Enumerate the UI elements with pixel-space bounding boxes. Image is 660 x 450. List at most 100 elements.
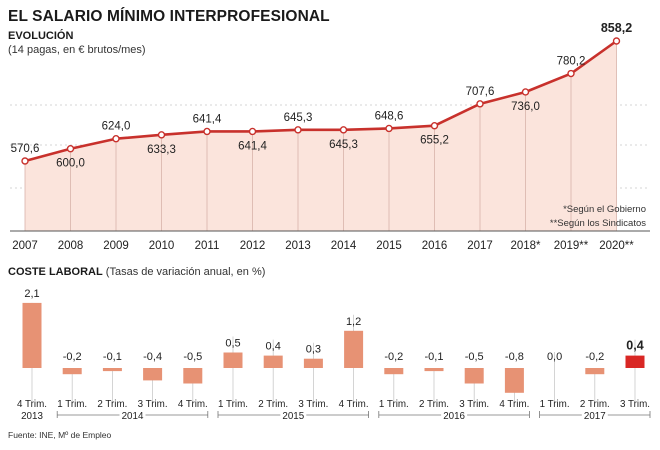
x-tick-label: 2007 <box>12 240 38 252</box>
series-line <box>24 39 618 163</box>
x-tick-label: 2017 <box>467 240 493 252</box>
bar-tick-label: 3 Trim. <box>138 399 168 410</box>
bar-value-label: -0,1 <box>425 351 444 363</box>
bar-value-label: -0,5 <box>465 351 484 363</box>
x-tick-label: 2010 <box>149 240 175 252</box>
bar-value-label: 0,4 <box>266 341 281 353</box>
x-tick-label: 2014 <box>331 240 357 252</box>
bar-tick-label: 2 Trim. <box>258 399 288 410</box>
year-label: 2015 <box>282 411 304 422</box>
data-label: 707,6 <box>466 86 495 98</box>
data-point <box>521 88 530 96</box>
bar <box>102 368 122 372</box>
bar <box>303 358 323 368</box>
bar-value-label: 0,0 <box>547 351 562 363</box>
data-label: 645,3 <box>329 139 358 151</box>
bar-tick-label: 2 Trim. <box>580 399 610 410</box>
bar-value-label: -0,1 <box>103 351 122 363</box>
bar <box>344 330 364 368</box>
bar-value-label: -0,2 <box>384 351 403 363</box>
data-label: 655,2 <box>420 135 449 147</box>
data-point <box>248 127 257 136</box>
data-point <box>476 100 484 108</box>
x-tick-label: 2011 <box>195 240 220 252</box>
bar <box>384 368 404 375</box>
bar <box>62 368 82 375</box>
chart-title: EL SALARIO MÍNIMO INTERPROFESIONAL <box>8 8 330 25</box>
year-label-bg <box>581 409 608 420</box>
year-label-bg <box>441 409 468 420</box>
data-point <box>339 126 348 134</box>
data-point <box>294 126 302 134</box>
data-label: 624,0 <box>102 121 131 133</box>
year-label: 2017 <box>584 411 606 422</box>
bar <box>424 368 444 372</box>
x-tick-label: 2016 <box>422 240 448 252</box>
data-label: 633,3 <box>147 144 176 156</box>
source-note: Fuente: INE, Mº de Empleo <box>8 430 112 440</box>
bar-tick-label: 1 Trim. <box>57 399 87 410</box>
year-label: 2013 <box>21 411 43 422</box>
bar-value-label: 2,1 <box>24 288 39 300</box>
section2-label: COSTE LABORAL <box>8 266 103 278</box>
bar-value-label: -0,4 <box>143 351 162 363</box>
x-tick-label: 2012 <box>240 240 266 252</box>
x-tick-label: 2009 <box>103 240 129 252</box>
bar-value-label: 0,4 <box>626 339 643 353</box>
data-point <box>203 127 211 136</box>
data-point <box>66 145 75 153</box>
bar-value-label: -0,5 <box>183 351 202 363</box>
section2-heading: COSTE LABORAL (Tasas de variación anual,… <box>8 266 265 278</box>
data-label: 736,0 <box>511 101 540 113</box>
bar-tick-label: 4 Trim. <box>17 399 47 410</box>
section2-unit: (Tasas de variación anual, en %) <box>105 266 266 278</box>
data-label: 780,2 <box>557 56 586 68</box>
bar <box>183 368 203 384</box>
data-point <box>612 37 621 45</box>
bar-value-label: -0,2 <box>63 351 82 363</box>
bar-tick-label: 4 Trim. <box>178 399 208 410</box>
bar <box>464 368 484 384</box>
data-point <box>112 135 120 143</box>
data-label: 858,2 <box>601 21 632 35</box>
bar <box>585 368 605 375</box>
bar-tick-label: 2 Trim. <box>97 399 127 410</box>
data-point <box>567 69 575 78</box>
year-label-bg <box>119 409 146 420</box>
bar-tick-label: 1 Trim. <box>379 399 409 410</box>
x-tick-label: 2015 <box>376 240 402 252</box>
data-label: 648,6 <box>375 110 404 122</box>
bar-tick-label: 3 Trim. <box>298 399 328 410</box>
bar-value-label: -0,2 <box>585 351 604 363</box>
data-point <box>430 122 439 130</box>
bar-tick-label: 4 Trim. <box>499 399 529 410</box>
bar-value-label: 0,3 <box>306 344 321 356</box>
bar-tick-label: 4 Trim. <box>339 399 369 410</box>
bar <box>625 355 645 368</box>
bar <box>504 368 524 393</box>
section1-unit: (14 pagas, en € brutos/mes) <box>8 44 146 56</box>
bar-tick-label: 3 Trim. <box>620 399 650 410</box>
x-tick-label: 2013 <box>285 240 311 252</box>
bar <box>22 302 42 368</box>
bar-value-label: 0,5 <box>225 338 240 350</box>
footnote: **Según los Sindicatos <box>550 218 646 229</box>
bar-tick-label: 1 Trim. <box>540 399 570 410</box>
data-point <box>157 131 166 139</box>
year-label-bg <box>280 409 307 420</box>
bar-tick-label: 1 Trim. <box>218 399 248 410</box>
footnote: *Según el Gobierno <box>563 204 646 215</box>
year-label: 2014 <box>122 411 144 422</box>
data-label: 600,0 <box>56 158 85 170</box>
area-fill <box>25 41 617 231</box>
bar-value-label: -0,8 <box>505 351 524 363</box>
data-label: 641,4 <box>193 113 222 125</box>
bar-tick-label: 3 Trim. <box>459 399 489 410</box>
x-tick-label: 2020** <box>599 240 634 252</box>
data-point <box>21 157 29 165</box>
year-label: 2016 <box>443 411 465 422</box>
data-label: 570,6 <box>11 143 40 155</box>
x-tick-label: 2019** <box>554 240 589 252</box>
data-point <box>385 124 393 133</box>
